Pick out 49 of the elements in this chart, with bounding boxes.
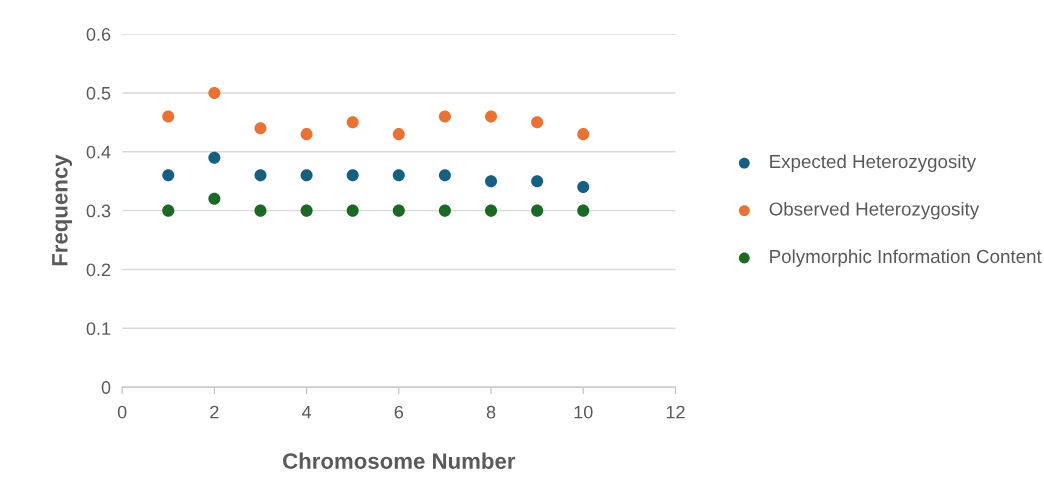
point <box>392 204 405 217</box>
y-tick-label: 0 <box>101 381 111 394</box>
x-tick-label: 12 <box>666 405 685 419</box>
point <box>577 181 590 194</box>
point <box>162 169 175 182</box>
legend-label: Observed Heterozygosity <box>769 201 980 220</box>
point <box>577 128 590 141</box>
point <box>531 116 544 129</box>
point <box>577 204 590 217</box>
point <box>300 169 313 182</box>
y-tick-label: 0.4 <box>86 145 111 159</box>
point <box>485 110 498 123</box>
x-tick-label: 2 <box>210 405 219 419</box>
y-tick-label: 0.1 <box>86 322 111 336</box>
point <box>485 204 498 217</box>
point <box>438 169 451 182</box>
y-tick-label: 0.6 <box>86 28 111 41</box>
y-tick-label: 0.3 <box>86 204 111 218</box>
point <box>162 204 175 217</box>
point <box>438 110 451 123</box>
point <box>162 110 175 123</box>
x-tick-label: 8 <box>486 405 496 419</box>
point <box>346 116 359 129</box>
point <box>485 175 498 188</box>
point <box>392 169 405 182</box>
point <box>531 204 544 217</box>
x-tick-label: 10 <box>574 405 593 419</box>
point <box>208 151 221 164</box>
point <box>254 122 267 135</box>
legend-label: Polymorphic Information Content <box>770 249 1042 267</box>
point <box>531 175 544 188</box>
point <box>254 169 267 182</box>
point <box>438 204 451 217</box>
point <box>346 169 359 182</box>
x-tick-label: 0 <box>117 405 127 419</box>
y-tick-label: 0.5 <box>86 86 111 100</box>
point <box>346 204 359 217</box>
point <box>300 128 313 141</box>
point <box>208 86 221 99</box>
y-tick-label: 0.2 <box>86 263 111 277</box>
point <box>254 204 267 217</box>
x-axis-title: Chromosome Number <box>283 452 516 469</box>
legend-label: Expected Heterozygosity <box>770 154 977 172</box>
point <box>300 204 313 217</box>
point <box>392 128 405 141</box>
x-tick-label: 6 <box>394 405 404 419</box>
point <box>208 192 221 205</box>
x-tick-label: 4 <box>301 405 312 419</box>
y-axis-title: Frequency <box>52 154 73 266</box>
